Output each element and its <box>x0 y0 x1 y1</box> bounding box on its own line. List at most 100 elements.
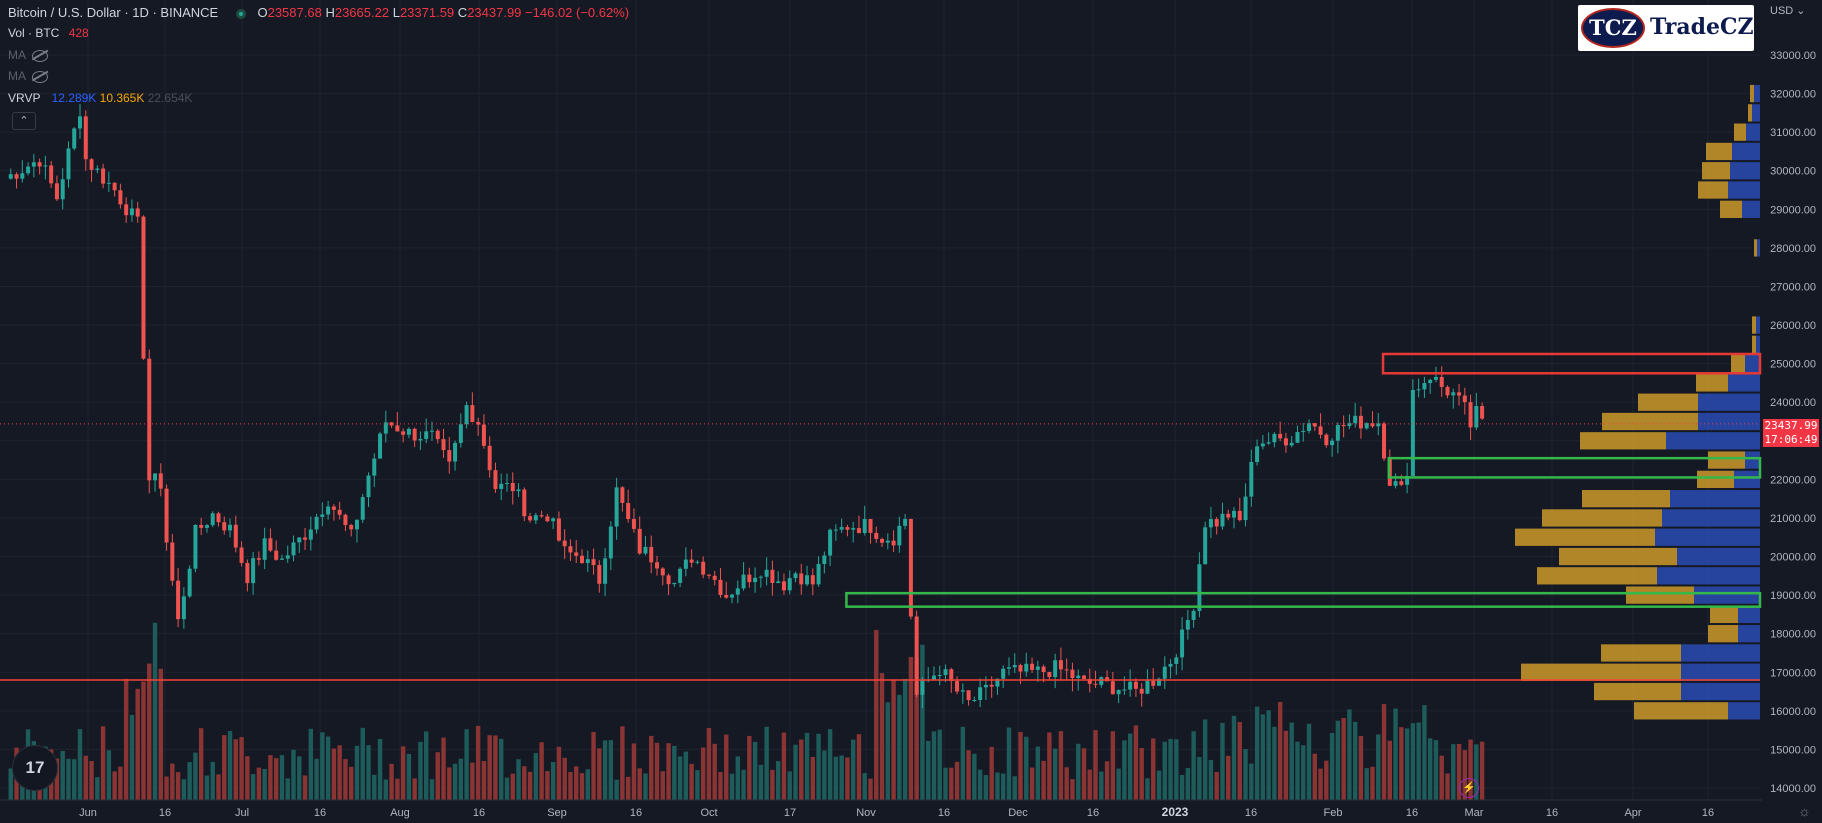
candle <box>1468 402 1473 428</box>
volume-bar <box>1012 776 1017 800</box>
volume-bar <box>764 726 769 800</box>
hidden-eye-icon[interactable] <box>32 49 48 62</box>
price-tick-label: 28000.00 <box>1770 243 1816 255</box>
volume-bar <box>810 756 815 800</box>
volume-bar <box>1306 723 1312 800</box>
time-tick-label: Jun <box>79 807 97 819</box>
volume-bar <box>914 657 919 800</box>
open-value: 23587.68 <box>267 5 322 20</box>
volume-bar <box>1329 732 1335 800</box>
candle <box>1289 442 1294 446</box>
high-value: 23665.22 <box>334 5 390 20</box>
candle <box>83 116 88 160</box>
volume-bar <box>822 750 827 800</box>
volume-bar <box>245 756 250 800</box>
volume-bar <box>1214 771 1219 800</box>
volume-bar <box>233 739 238 800</box>
volume-bar <box>77 729 83 800</box>
symbol-title[interactable]: Bitcoin / U.S. Dollar · 1D · BINANCE <box>8 5 219 20</box>
volume-bar <box>510 773 515 800</box>
candle <box>1053 660 1058 678</box>
volume-profile-down-bar <box>1582 490 1670 508</box>
volume-bar <box>666 743 671 800</box>
candle <box>822 555 827 564</box>
candle <box>1151 680 1156 686</box>
price-tick-label: 25000.00 <box>1770 359 1816 371</box>
volume-bar <box>943 767 948 800</box>
time-tick-label: Feb <box>1324 807 1343 819</box>
volume-bar <box>152 622 158 800</box>
candle <box>949 669 954 682</box>
last-price-value: 23437.99 <box>1764 419 1818 432</box>
candle <box>1001 668 1006 679</box>
volume-bar <box>827 729 833 800</box>
ma2-legend[interactable]: MA <box>8 67 48 85</box>
candle <box>880 538 885 543</box>
candle <box>770 569 775 583</box>
volume-bar <box>164 776 169 800</box>
candle <box>845 527 850 530</box>
candle <box>268 538 273 551</box>
candle <box>308 529 313 540</box>
time-tick-label: Oct <box>700 807 717 819</box>
volume-bar <box>8 768 13 800</box>
price-tick-label: 26000.00 <box>1770 320 1816 332</box>
volume-bar <box>724 734 729 800</box>
volume-bar <box>389 763 394 800</box>
volume-bar <box>585 769 590 800</box>
candle <box>378 433 383 459</box>
candle <box>1272 433 1277 443</box>
volume-bar <box>1295 741 1300 800</box>
volume-bar <box>175 772 181 800</box>
volume-bar <box>1029 767 1035 800</box>
candle <box>1139 688 1144 694</box>
ma1-legend[interactable]: MA <box>8 46 48 64</box>
time-tick-label: 16 <box>630 807 642 819</box>
volume-profile-up-bar <box>1681 682 1760 701</box>
candle <box>528 516 533 521</box>
candle <box>1214 519 1219 527</box>
symbol-legend[interactable]: Bitcoin / U.S. Dollar · 1D · BINANCE O23… <box>8 5 630 20</box>
candle <box>516 489 521 492</box>
candle <box>1093 683 1098 685</box>
candle <box>487 445 492 471</box>
volume-bar <box>429 779 435 800</box>
volume-bar <box>106 750 112 800</box>
lightning-icon[interactable]: ⚡ <box>1459 778 1479 798</box>
price-tick-label: 17000.00 <box>1770 667 1816 679</box>
volume-bar <box>1156 770 1162 800</box>
volume-bar <box>856 734 862 800</box>
candle <box>222 522 227 531</box>
volume-bar <box>1122 740 1127 800</box>
volume-legend[interactable]: Vol · BTC 428 <box>8 26 89 40</box>
volume-bar <box>1433 740 1439 800</box>
gear-icon[interactable]: ☼ <box>1798 803 1811 819</box>
vrvp-down-volume: 10.365K <box>99 91 145 105</box>
candle <box>1462 395 1467 403</box>
tradingview-logo[interactable]: 17 <box>12 745 58 791</box>
candle <box>1243 496 1248 521</box>
volume-bar <box>620 726 625 800</box>
vrvp-legend[interactable]: VRVP 12.289K 10.365K 22.654K <box>8 91 193 105</box>
candle <box>556 518 561 541</box>
price-tick-label: 30000.00 <box>1770 166 1816 178</box>
volume-bar <box>845 757 850 800</box>
candle <box>718 579 723 595</box>
candle <box>1191 610 1196 620</box>
volume-bar <box>995 772 1000 800</box>
candle <box>983 684 988 688</box>
candle <box>406 428 411 435</box>
volume-bar <box>1474 744 1479 800</box>
collapse-legend-button[interactable]: ⌃ <box>12 112 36 130</box>
price-tick-label: 19000.00 <box>1770 590 1816 602</box>
currency-selector[interactable]: USD ⌄ <box>1770 5 1806 17</box>
hidden-eye-icon[interactable] <box>32 70 48 83</box>
candle <box>1318 426 1323 435</box>
candle <box>464 405 469 425</box>
candle <box>395 425 400 432</box>
price-tick-label: 20000.00 <box>1770 552 1816 564</box>
volume-bar <box>129 714 135 800</box>
volume-bar <box>54 758 60 800</box>
volume-bar <box>937 729 942 800</box>
